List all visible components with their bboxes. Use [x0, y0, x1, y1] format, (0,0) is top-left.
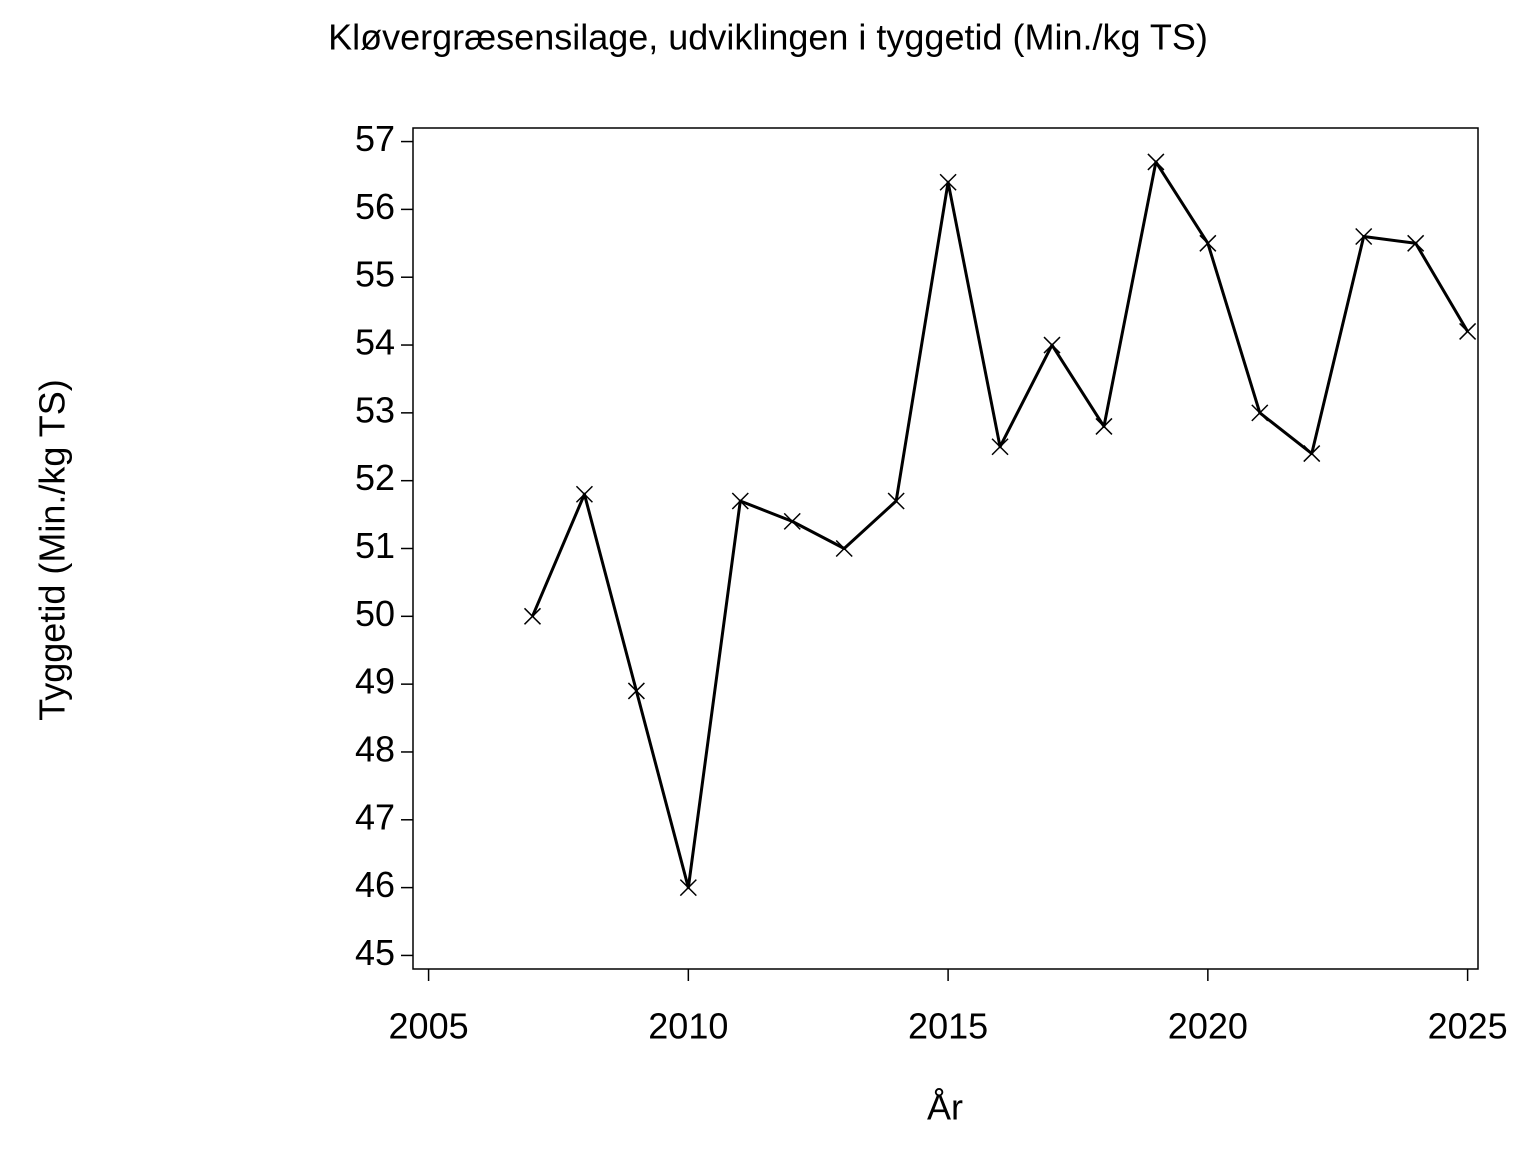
x-tick-label: 2005	[389, 1006, 469, 1047]
marker	[1303, 445, 1321, 463]
marker	[939, 173, 957, 191]
marker	[1147, 153, 1165, 171]
y-tick-label: 54	[355, 322, 395, 363]
marker	[575, 485, 593, 503]
y-tick-label: 53	[355, 389, 395, 430]
plot-frame	[412, 127, 1479, 970]
y-tick-label: 51	[355, 525, 395, 566]
marker	[1251, 404, 1269, 422]
y-tick-label: 45	[355, 932, 395, 973]
y-tick-label: 49	[355, 661, 395, 702]
x-tick-label: 2020	[1168, 1006, 1248, 1047]
x-tick-label: 2025	[1428, 1006, 1508, 1047]
marker	[1459, 322, 1477, 340]
x-axis-label: År	[927, 1087, 963, 1128]
marker	[887, 492, 905, 510]
y-tick-label: 48	[355, 728, 395, 769]
x-tick-label: 2015	[908, 1006, 988, 1047]
marker	[783, 512, 801, 530]
x-tick-label: 2010	[648, 1006, 728, 1047]
marker	[1095, 417, 1113, 435]
y-tick-label: 46	[355, 864, 395, 905]
y-tick-label: 47	[355, 796, 395, 837]
marker	[523, 607, 542, 625]
y-tick-label: 52	[355, 457, 395, 498]
marker	[679, 879, 697, 897]
y-tick-label: 55	[355, 254, 395, 295]
series-line	[531, 160, 1469, 890]
y-tick-label: 57	[355, 118, 395, 159]
marker	[731, 492, 749, 510]
chart-title: Kløvergræsensilage, udviklingen i tygget…	[328, 17, 1208, 58]
y-tick-label: 50	[355, 593, 395, 634]
marker	[1199, 234, 1217, 252]
marker	[627, 682, 645, 700]
marker	[1407, 234, 1425, 252]
marker	[991, 438, 1009, 456]
y-tick-label: 56	[355, 186, 395, 227]
y-axis-label: Tyggetid (Min./kg TS)	[32, 379, 73, 720]
marker	[835, 539, 853, 558]
marker	[1043, 336, 1061, 354]
marker	[1355, 227, 1373, 246]
